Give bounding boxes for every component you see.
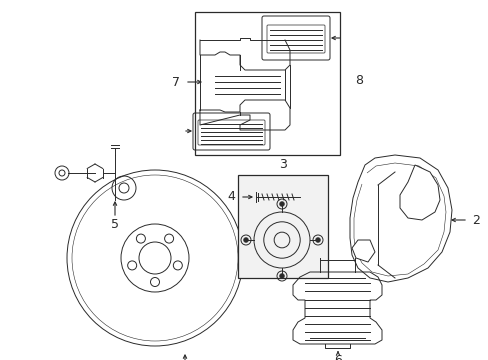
Circle shape	[243, 238, 248, 243]
Circle shape	[315, 238, 320, 243]
Polygon shape	[399, 165, 439, 220]
Text: 4: 4	[226, 190, 235, 203]
Bar	[195, 12, 339, 155]
Circle shape	[279, 202, 284, 207]
Text: 6: 6	[333, 354, 341, 360]
Text: 7: 7	[172, 76, 180, 89]
Text: 5: 5	[111, 219, 119, 231]
Text: 2: 2	[471, 213, 479, 226]
Text: 8: 8	[354, 73, 362, 86]
Bar	[238, 175, 327, 278]
Circle shape	[279, 274, 284, 279]
Polygon shape	[351, 240, 374, 262]
Text: 3: 3	[279, 158, 286, 171]
